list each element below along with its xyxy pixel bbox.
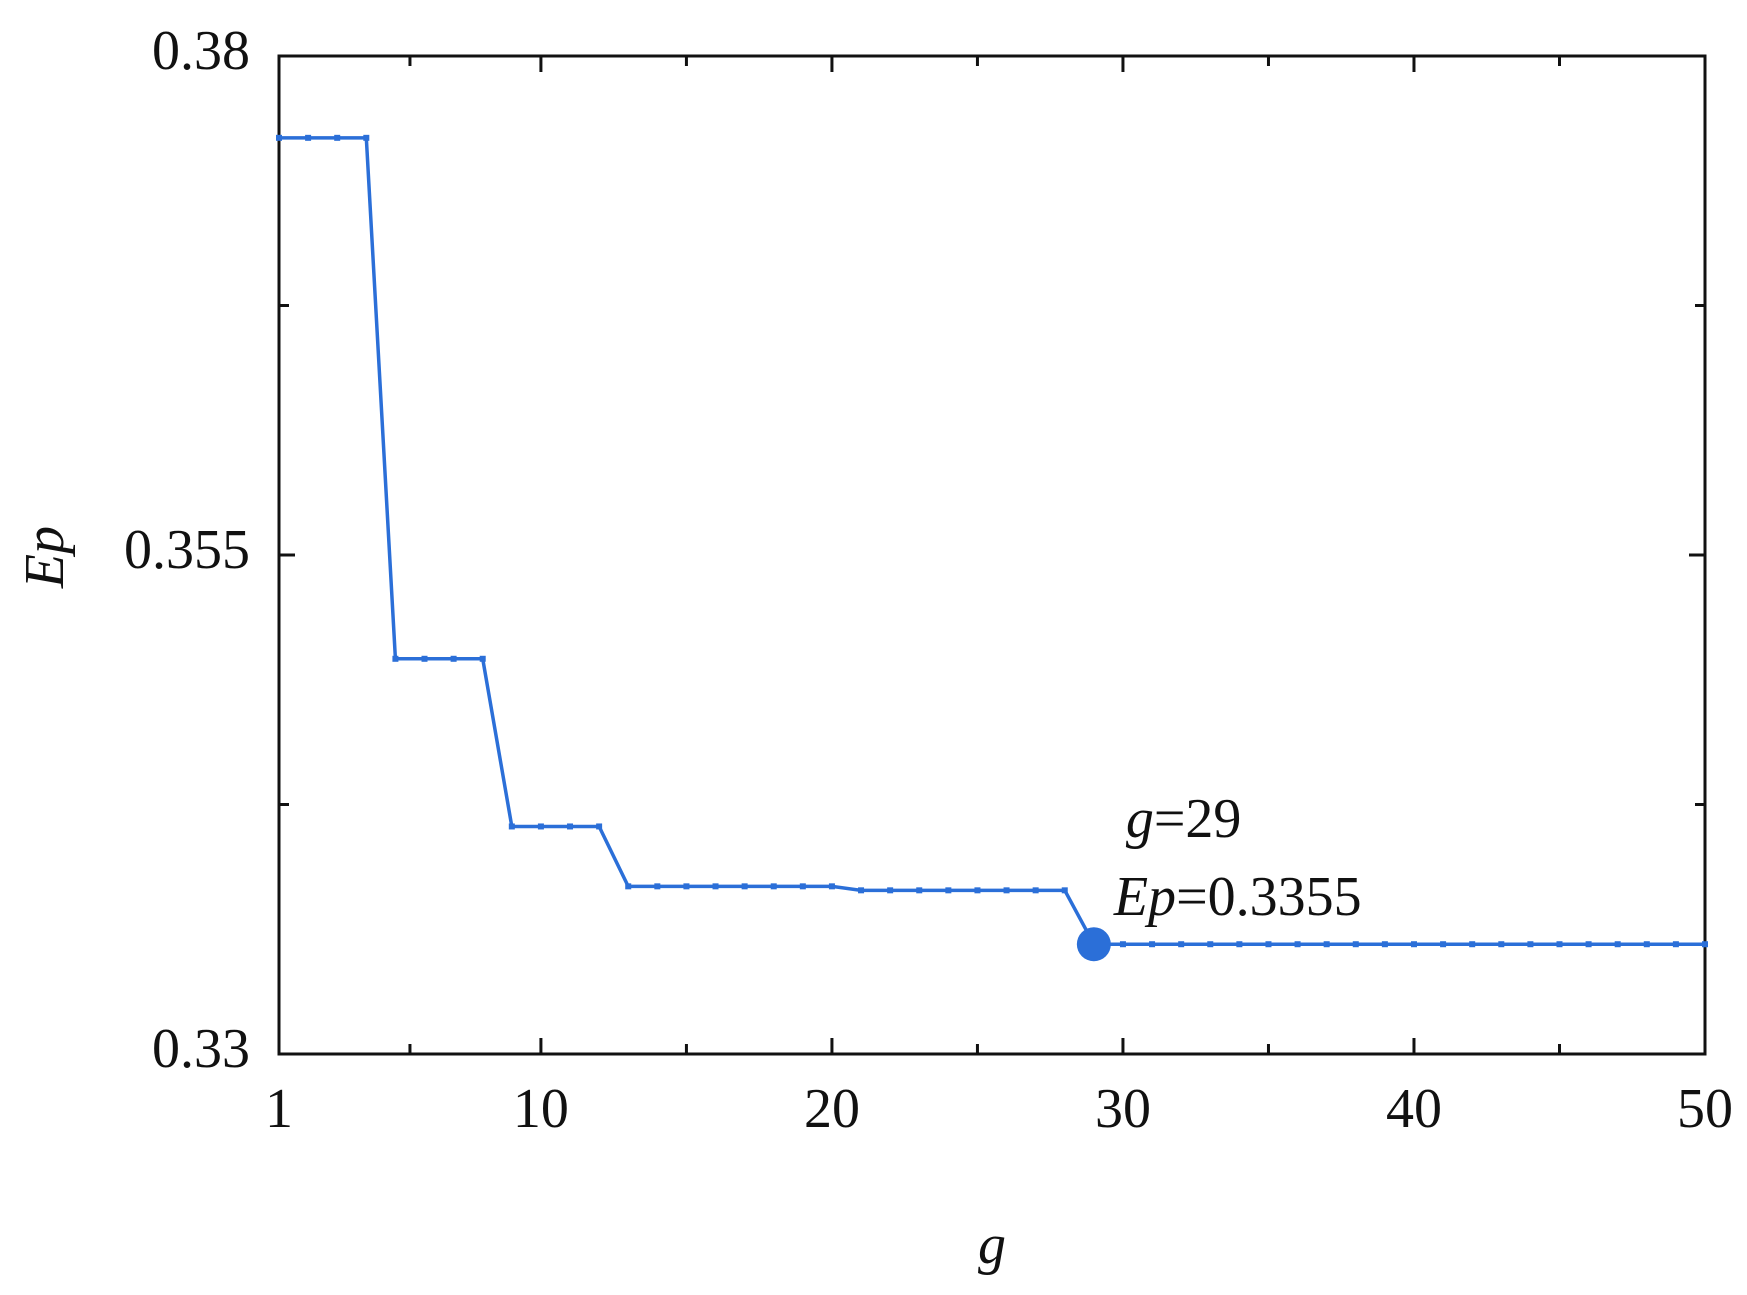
annotation: Ep=0.3355 xyxy=(1113,866,1362,928)
data-point xyxy=(567,823,574,830)
data-point xyxy=(1207,941,1214,948)
data-point xyxy=(596,823,603,830)
data-point xyxy=(334,134,341,141)
data-point xyxy=(1556,941,1563,948)
annotation-var: Ep xyxy=(1113,866,1176,928)
data-point xyxy=(1614,941,1621,948)
data-point xyxy=(305,134,312,141)
data-point xyxy=(1236,941,1243,948)
data-point xyxy=(1469,941,1476,948)
data-point xyxy=(1410,941,1417,948)
annotation-val: =29 xyxy=(1154,788,1242,850)
x-tick-label: 10 xyxy=(513,1078,569,1140)
data-point xyxy=(1003,887,1010,894)
data-point xyxy=(450,655,457,662)
data-point xyxy=(392,655,399,662)
y-tick-label: 0.33 xyxy=(152,1018,250,1080)
data-point xyxy=(1381,941,1388,948)
data-point xyxy=(276,134,282,141)
data-point xyxy=(1061,887,1068,894)
data-point xyxy=(1672,941,1679,948)
data-point xyxy=(799,883,806,890)
x-tick-label: 1 xyxy=(265,1078,293,1140)
data-point xyxy=(1119,941,1126,948)
data-point xyxy=(1352,941,1359,948)
plot-frame xyxy=(277,54,1707,1056)
data-point xyxy=(858,887,865,894)
annotation-var: g xyxy=(1126,788,1154,850)
x-axis-label: g xyxy=(978,1214,1006,1276)
y-tick-label: 0.355 xyxy=(124,519,250,581)
annotation: g=29 xyxy=(1126,788,1242,850)
x-tick-label: 50 xyxy=(1677,1078,1733,1140)
data-point xyxy=(1585,941,1592,948)
highlight-point xyxy=(1076,927,1111,962)
data-point xyxy=(1265,941,1272,948)
data-point xyxy=(945,887,952,894)
data-point xyxy=(683,883,690,890)
data-point xyxy=(828,883,835,890)
data-point xyxy=(363,134,370,141)
y-tick-label: 0.38 xyxy=(152,20,250,82)
data-point xyxy=(625,883,632,890)
data-point xyxy=(1178,941,1185,948)
data-point xyxy=(770,883,777,890)
data-point xyxy=(1149,941,1156,948)
x-tick-label: 40 xyxy=(1386,1078,1442,1140)
data-point xyxy=(741,883,748,890)
data-point xyxy=(1702,941,1708,948)
data-point xyxy=(1440,941,1447,948)
annotation-val: =0.3355 xyxy=(1176,866,1362,928)
data-point xyxy=(508,823,515,830)
data-point xyxy=(654,883,661,890)
data-point xyxy=(1498,941,1505,948)
data-point xyxy=(479,655,486,662)
data-point xyxy=(1323,941,1330,948)
y-axis-label: Ep xyxy=(14,526,76,589)
data-point xyxy=(1032,887,1039,894)
data-point xyxy=(537,823,544,830)
x-tick-label: 20 xyxy=(804,1078,860,1140)
data-point xyxy=(421,655,428,662)
data-point xyxy=(1527,941,1534,948)
data-point xyxy=(974,887,981,894)
data-point xyxy=(916,887,923,894)
data-point xyxy=(1643,941,1650,948)
data-point xyxy=(1294,941,1301,948)
data-point xyxy=(887,887,894,894)
x-tick-label: 30 xyxy=(1095,1078,1151,1140)
data-line xyxy=(279,136,1705,946)
data-point xyxy=(712,883,719,890)
